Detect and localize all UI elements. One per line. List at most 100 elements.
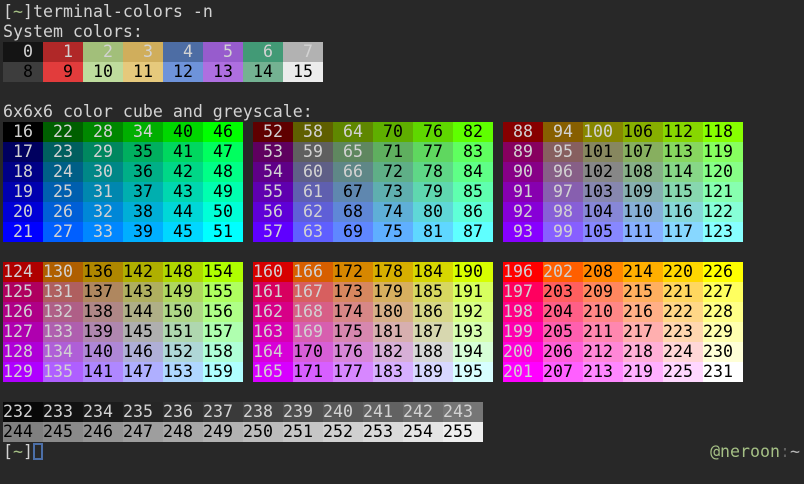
cube-cell-169: 169 [293,322,333,342]
system-color-1: 1 [43,42,83,62]
cube-cell-149: 149 [163,282,203,302]
cube-cell-112: 112 [663,122,703,142]
cube-cell-23: 23 [43,142,83,162]
cube-cell-38: 38 [123,202,163,222]
cube-cell-135: 135 [43,362,83,382]
cube-block-52: 52 58 64 70 76 82 53 59 65 71 77 83 54 6… [253,122,493,242]
cube-cell-219: 219 [623,362,663,382]
cube-cell-17: 17 [3,142,43,162]
cube-cell-39: 39 [123,222,163,242]
cube-cell-119: 119 [703,142,743,162]
prompt-home-tilde: ~ [13,442,23,461]
cube-cell-33: 33 [83,222,123,242]
cube-cell-43: 43 [163,182,203,202]
terminal-cursor[interactable] [33,443,43,460]
grey-cell-243: 243 [443,402,483,422]
cube-cell-204: 204 [543,302,583,322]
blank-line [3,242,801,262]
cube-cell-86: 86 [453,202,493,222]
cube-cell-168: 168 [293,302,333,322]
system-color-7: 7 [283,42,323,62]
cube-cell-179: 179 [373,282,413,302]
cube-cell-19: 19 [3,182,43,202]
rprompt-colon: : [780,442,790,461]
cube-cell-154: 154 [203,262,243,282]
cube-cell-220: 220 [663,262,703,282]
cube-cell-59: 59 [293,142,333,162]
cube-cell-72: 72 [373,162,413,182]
cube-cell-185: 185 [413,282,453,302]
cube-cell-218: 218 [623,342,663,362]
cube-cell-178: 178 [373,262,413,282]
cube-cell-106: 106 [623,122,663,142]
cube-cell-69: 69 [333,222,373,242]
cube-cell-205: 205 [543,322,583,342]
cube-cell-40: 40 [163,122,203,142]
cube-cell-20: 20 [3,202,43,222]
cube-cell-173: 173 [333,282,373,302]
cube-cell-91: 91 [503,182,543,202]
cube-cell-117: 117 [663,222,703,242]
cube-cell-77: 77 [413,142,453,162]
cube-cell-166: 166 [293,262,333,282]
cube-cell-183: 183 [373,362,413,382]
cube-cell-55: 55 [253,182,293,202]
cube-cell-104: 104 [583,202,623,222]
cube-cell-141: 141 [83,362,123,382]
system-colors-label: System colors: [3,22,143,41]
cube-cell-138: 138 [83,302,123,322]
cube-cell-162: 162 [253,302,293,322]
cube-cell-130: 130 [43,262,83,282]
greyscale-row-1: 232 233 234 235 236 237 238 239 240 241 … [3,402,801,422]
cube-cell-159: 159 [203,362,243,382]
cube-cell-58: 58 [293,122,333,142]
cube-cell-180: 180 [373,302,413,322]
system-color-8: 8 [3,62,43,82]
cube-cell-47: 47 [203,142,243,162]
cube-cell-121: 121 [703,182,743,202]
color-cube-upper-band: 16 22 28 34 40 46 17 23 29 35 41 47 18 2… [3,122,801,242]
cube-cell-153: 153 [163,362,203,382]
cube-cell-18: 18 [3,162,43,182]
cube-cell-56: 56 [253,202,293,222]
cube-cell-151: 151 [163,322,203,342]
cube-cell-211: 211 [583,322,623,342]
cube-cell-200: 200 [503,342,543,362]
grey-cell-255: 255 [443,422,483,442]
blank-line [3,82,801,102]
cube-cell-21: 21 [3,222,43,242]
cube-cell-48: 48 [203,162,243,182]
cube-cell-187: 187 [413,322,453,342]
cube-cell-140: 140 [83,342,123,362]
cube-cell-226: 226 [703,262,743,282]
cube-cell-81: 81 [413,222,453,242]
cube-label: 6x6x6 color cube and greyscale: [3,102,313,121]
cube-cell-213: 213 [583,362,623,382]
cube-cell-216: 216 [623,302,663,322]
cube-cell-228: 228 [703,302,743,322]
cube-cell-31: 31 [83,182,123,202]
cube-cell-62: 62 [293,202,333,222]
cube-cell-46: 46 [203,122,243,142]
system-color-5: 5 [203,42,243,62]
grey-cell-236: 236 [163,402,203,422]
prompt-line[interactable]: [~] @neroon:~ [3,442,801,462]
grey-cell-248: 248 [163,422,203,442]
cube-cell-175: 175 [333,322,373,342]
system-color-11: 11 [123,62,163,82]
cube-cell-32: 32 [83,202,123,222]
cube-cell-44: 44 [163,202,203,222]
cube-cell-163: 163 [253,322,293,342]
cube-cell-118: 118 [703,122,743,142]
system-color-14: 14 [243,62,283,82]
prompt-bracket-close: ] [23,2,33,21]
cube-cell-206: 206 [543,342,583,362]
cube-cell-36: 36 [123,162,163,182]
system-colors-row-bright: 8 9 10 11 12 13 14 15 [3,62,801,82]
cube-cell-191: 191 [453,282,493,302]
cube-cell-98: 98 [543,202,583,222]
cube-cell-95: 95 [543,142,583,162]
cube-cell-150: 150 [163,302,203,322]
grey-cell-249: 249 [203,422,243,442]
